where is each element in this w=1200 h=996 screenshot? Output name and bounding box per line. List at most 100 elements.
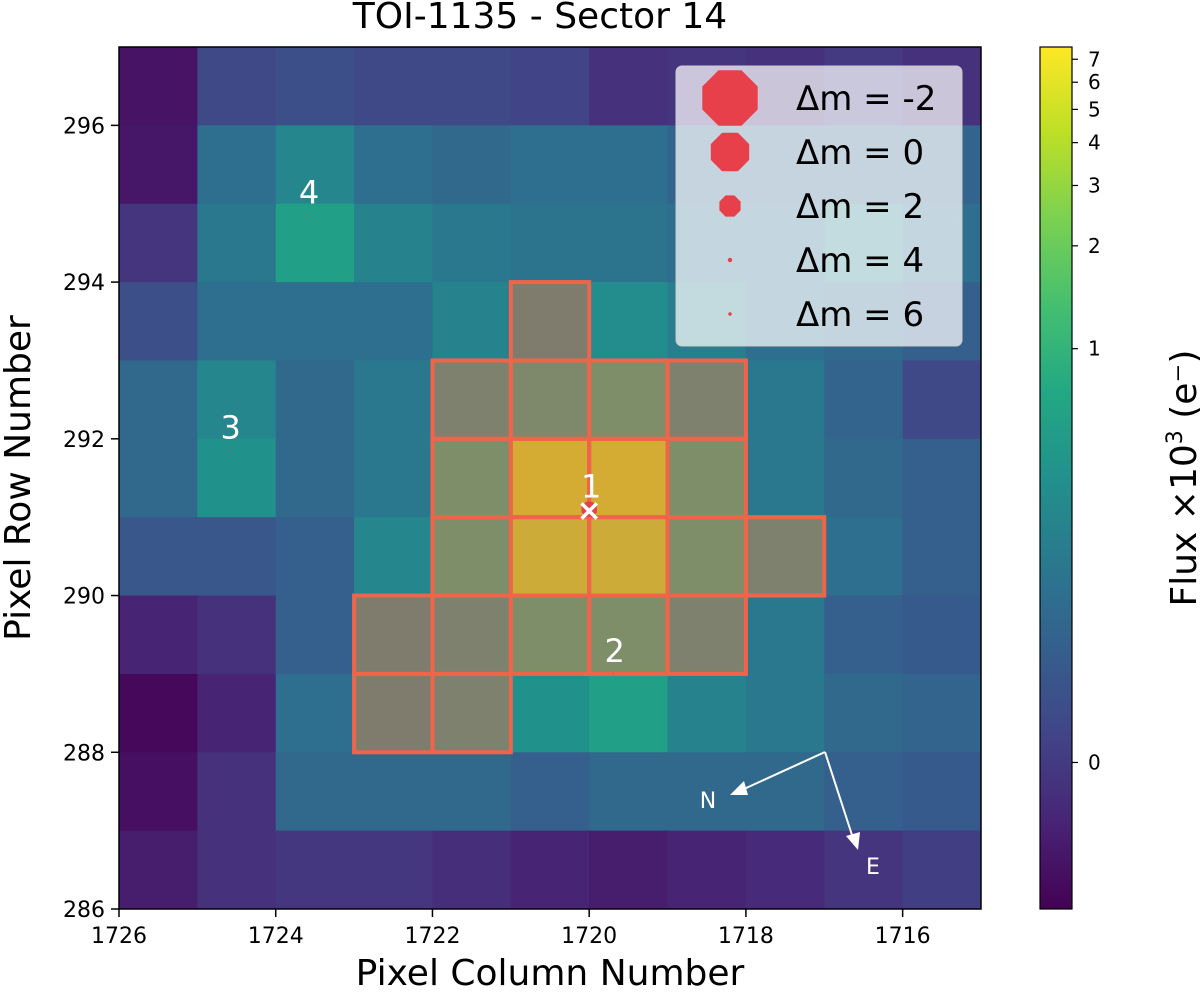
aperture-pixel [665,358,748,441]
aperture-pixel [430,358,513,441]
flux-pixel [589,282,669,361]
flux-pixel [432,438,512,518]
flux-pixel [432,125,512,205]
colorbar-tick-label: 7 [1088,47,1101,71]
flux-pixel [354,517,433,597]
y-axis-ticks: 286 288 290 292 294 296 [63,114,119,923]
flux-pixel [745,673,825,753]
flux-pixel [119,125,198,205]
star-marker [612,673,614,675]
flux-pixel [745,517,825,597]
flux-pixel [197,360,277,440]
y-axis-label: Pixel Row Number [0,315,39,641]
flux-pixel [432,360,512,440]
x-axis-label: Pixel Column Number [356,953,745,994]
aperture-pixel [508,436,592,520]
compass-east-label: E [866,855,880,880]
aperture-pixel [587,358,670,441]
flux-pixel [119,203,198,283]
star-label: 1 [581,467,601,505]
x-tick-label: 1718 [718,924,774,949]
aperture-pixel [665,593,748,676]
flux-pixel [745,438,825,518]
flux-pixel [197,203,277,283]
aperture-pixel [508,593,592,676]
y-tick-label: 296 [63,114,105,139]
flux-pixel [354,595,433,675]
flux-pixel [589,360,669,440]
flux-pixel [745,595,825,675]
flux-pixel [275,438,355,518]
target-marker: × [577,493,602,528]
aperture-pixel [587,593,670,676]
colorbar [1039,46,1073,910]
north-arrow-line [743,751,826,790]
flux-pixel [432,752,512,832]
flux-pixel [354,360,433,440]
flux-pixel [275,595,355,675]
flux-pixel [432,517,512,597]
y-tick-label: 292 [63,428,105,453]
flux-pixel [589,673,669,753]
flux-pixel [902,360,982,440]
flux-pixel [667,360,747,440]
flux-pixel [667,752,747,832]
flux-pixel [197,752,277,832]
flux-pixel [589,47,669,126]
chart-title: TOI-1135 - Sector 14 [352,0,727,37]
star-label: 3 [221,409,241,447]
legend-entry-label: Δm = -2 [796,79,936,119]
flux-pixel [432,203,512,283]
flux-pixel [119,673,198,753]
aperture-mask [352,280,827,755]
north-arrow-head [730,781,748,795]
flux-pixel [119,830,198,910]
flux-pixel [354,752,433,832]
aperture-pixel [508,280,592,363]
y-tick-label: 286 [63,898,105,923]
legend-marker [727,257,733,263]
aperture-pixel [430,671,513,755]
y-tick-label: 294 [63,271,105,296]
flux-pixel [510,830,590,910]
legend-marker [728,312,732,316]
flux-pixel [510,517,590,597]
flux-pixel [119,282,198,361]
flux-pixel [275,47,355,126]
flux-pixel [824,517,904,597]
star-marker [581,501,597,517]
y-tick-label: 290 [63,585,105,610]
x-tick-label: 1726 [91,924,147,949]
flux-pixel [275,830,355,910]
flux-pixel [119,360,198,440]
flux-pixel [902,752,982,832]
flux-pixel [354,438,433,518]
flux-pixel [432,47,512,126]
colorbar-tick-label: 2 [1088,234,1101,258]
flux-pixel [510,595,590,675]
legend: Δm = -2 Δm = 0 Δm = 2 Δm = 4 Δm = 6 [675,65,963,347]
aperture-pixel [508,358,592,441]
flux-pixel [197,438,277,518]
flux-pixel [824,673,904,753]
flux-pixel [902,673,982,753]
flux-pixel [510,282,590,361]
flux-pixel [354,203,433,283]
flux-pixel [667,830,747,910]
aperture-pixel [587,515,670,598]
flux-pixel [197,673,277,753]
flux-pixel [510,752,590,832]
flux-pixel [667,438,747,518]
colorbar-tick-label: 5 [1088,97,1101,121]
flux-pixel [824,830,904,910]
aperture-pixel [430,515,513,598]
flux-pixel [745,830,825,910]
flux-pixel [354,282,433,361]
x-tick-label: 1720 [561,924,617,949]
flux-pixel [667,595,747,675]
flux-pixel [119,438,198,518]
flux-pixel [510,125,590,205]
aperture-pixel [430,436,513,520]
aperture-pixel [665,436,748,520]
